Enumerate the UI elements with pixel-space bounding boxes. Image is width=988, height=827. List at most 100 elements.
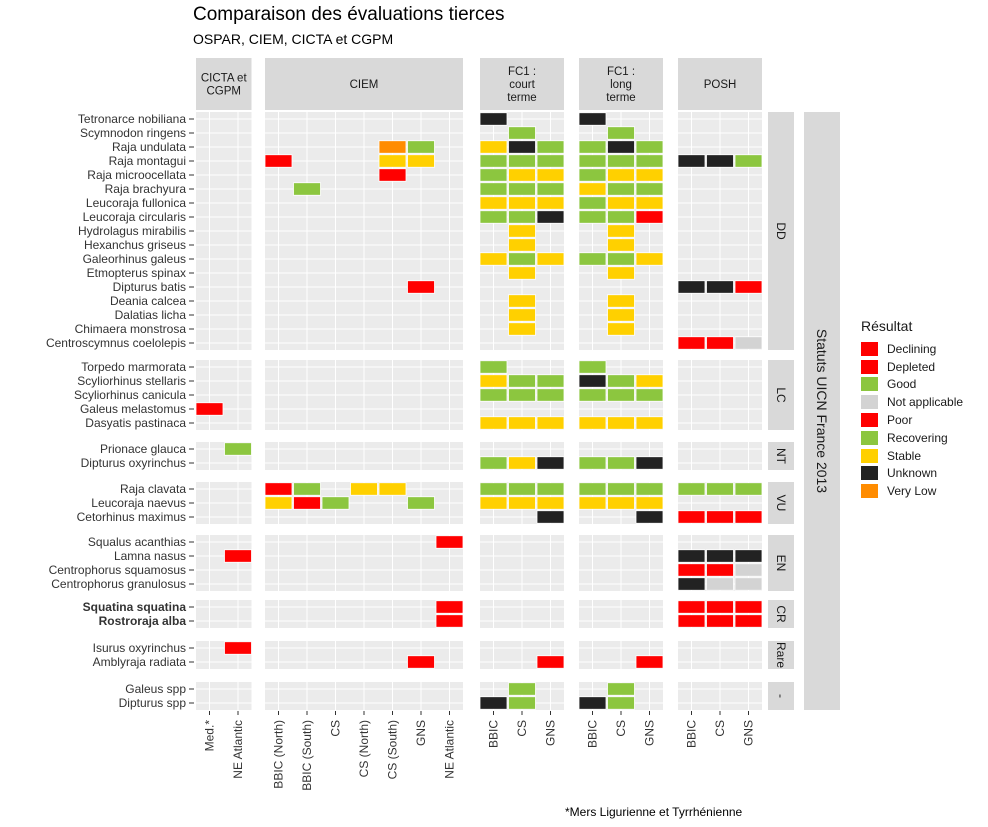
heatmap-tile — [677, 600, 706, 614]
heatmap-tile — [607, 496, 635, 510]
legend-item: Very Low — [861, 482, 963, 500]
status-strip-bg — [768, 641, 794, 669]
heatmap-tile — [607, 388, 635, 402]
panel-background — [196, 682, 252, 710]
x-tick-label: GNS — [742, 720, 756, 746]
uicn-strip-label: Statuts UICN France 2013 — [814, 329, 830, 493]
heatmap-tile — [479, 196, 508, 210]
species-label: Galeorhinus galeus — [83, 252, 186, 266]
heatmap-tile — [264, 154, 293, 168]
heatmap-tile — [677, 549, 706, 563]
heatmap-tile — [607, 482, 635, 496]
status-strip-label: DD — [774, 222, 788, 240]
heatmap-tile — [706, 549, 734, 563]
heatmap-tile — [734, 154, 763, 168]
heatmap-tile — [734, 510, 763, 524]
species-label: Tetronarce nobiliana — [78, 112, 186, 126]
heatmap-tile — [706, 563, 734, 577]
heatmap-tile — [578, 496, 607, 510]
heatmap-tile — [536, 510, 565, 524]
species-label: Centroscymnus coelolepis — [46, 336, 186, 350]
heatmap-tile — [607, 294, 635, 308]
heatmap-tile — [607, 308, 635, 322]
heatmap-tile — [578, 482, 607, 496]
x-tick-label: CS — [614, 720, 628, 737]
heatmap-tile — [536, 140, 565, 154]
status-strip-bg — [768, 112, 794, 350]
x-tick-label: CS (South) — [386, 720, 400, 779]
heatmap-tile — [734, 600, 763, 614]
heatmap-tile — [378, 482, 407, 496]
heatmap-tile — [635, 154, 664, 168]
heatmap-tile — [435, 614, 464, 628]
heatmap-tile — [706, 577, 734, 591]
legend-label: Not applicable — [887, 395, 964, 410]
species-label: Scyliorhinus stellaris — [77, 374, 186, 388]
species-label: Lamna nasus — [114, 549, 186, 563]
species-label: Squalus acanthias — [88, 535, 186, 549]
heatmap-tile — [508, 482, 536, 496]
heatmap-tile — [635, 388, 664, 402]
heatmap-tile — [607, 182, 635, 196]
heatmap-tile — [635, 655, 664, 669]
status-strip-bg — [768, 442, 794, 470]
status-strip-bg — [768, 360, 794, 430]
heatmap-tile — [407, 655, 435, 669]
heatmap-tile — [508, 210, 536, 224]
status-strip-label: VU — [774, 495, 788, 512]
heatmap-tile — [508, 682, 536, 696]
x-tick-label: BBIC — [586, 720, 600, 748]
panel-header-label: CICTA et — [201, 73, 248, 85]
legend-item: Good — [861, 376, 963, 394]
legend-item: Recovering — [861, 429, 963, 447]
heatmap-tile — [508, 388, 536, 402]
species-label: Scyliorhinus canicula — [74, 388, 186, 402]
heatmap-tile — [508, 696, 536, 710]
species-label: Leucoraja fullonica — [86, 196, 186, 210]
heatmap-tile — [578, 182, 607, 196]
heatmap-tile — [578, 140, 607, 154]
species-label: Hydrolagus mirabilis — [78, 224, 186, 238]
heatmap-tile — [635, 374, 664, 388]
species-label: Dipturus oxyrinchus — [81, 456, 186, 470]
x-tick-label: CS (North) — [357, 720, 371, 777]
heatmap-tile — [607, 266, 635, 280]
heatmap-tile — [293, 182, 321, 196]
species-label: Scymnodon ringens — [80, 126, 186, 140]
heatmap-tile — [734, 280, 763, 294]
heatmap-tile — [479, 496, 508, 510]
heatmap-tile — [479, 154, 508, 168]
heatmap-tile — [635, 482, 664, 496]
legend-label: Stable — [887, 448, 922, 463]
heatmap-tile — [607, 696, 635, 710]
heatmap-tile — [479, 360, 508, 374]
heatmap-tile — [607, 224, 635, 238]
panel-header-bg — [480, 58, 564, 110]
heatmap-tile — [706, 510, 734, 524]
heatmap-tile — [508, 416, 536, 430]
panel-header-label: CGPM — [207, 86, 242, 98]
panel-header-bg — [678, 58, 762, 110]
heatmap-tile — [508, 238, 536, 252]
species-label: Raja montagui — [109, 154, 186, 168]
heatmap-tile — [378, 168, 407, 182]
heatmap-tile — [734, 482, 763, 496]
species-label: Galeus spp — [125, 682, 186, 696]
heatmap-tile — [536, 482, 565, 496]
heatmap-tile — [536, 416, 565, 430]
heatmap-tile — [578, 696, 607, 710]
heatmap-tile — [607, 140, 635, 154]
heatmap-tile — [706, 614, 734, 628]
species-label: Prionace glauca — [100, 442, 186, 456]
heatmap-tile — [508, 154, 536, 168]
heatmap-tile — [195, 402, 224, 416]
panel-header-label: terme — [507, 92, 536, 104]
x-tick-label: CS — [329, 720, 343, 737]
heatmap-tile — [508, 294, 536, 308]
heatmap-tile — [635, 510, 664, 524]
x-tick-label: GNS — [643, 720, 657, 746]
legend-swatch — [861, 448, 878, 463]
legend-label: Very Low — [887, 484, 937, 499]
species-label: Raja undulata — [112, 140, 186, 154]
heatmap-tile — [508, 374, 536, 388]
